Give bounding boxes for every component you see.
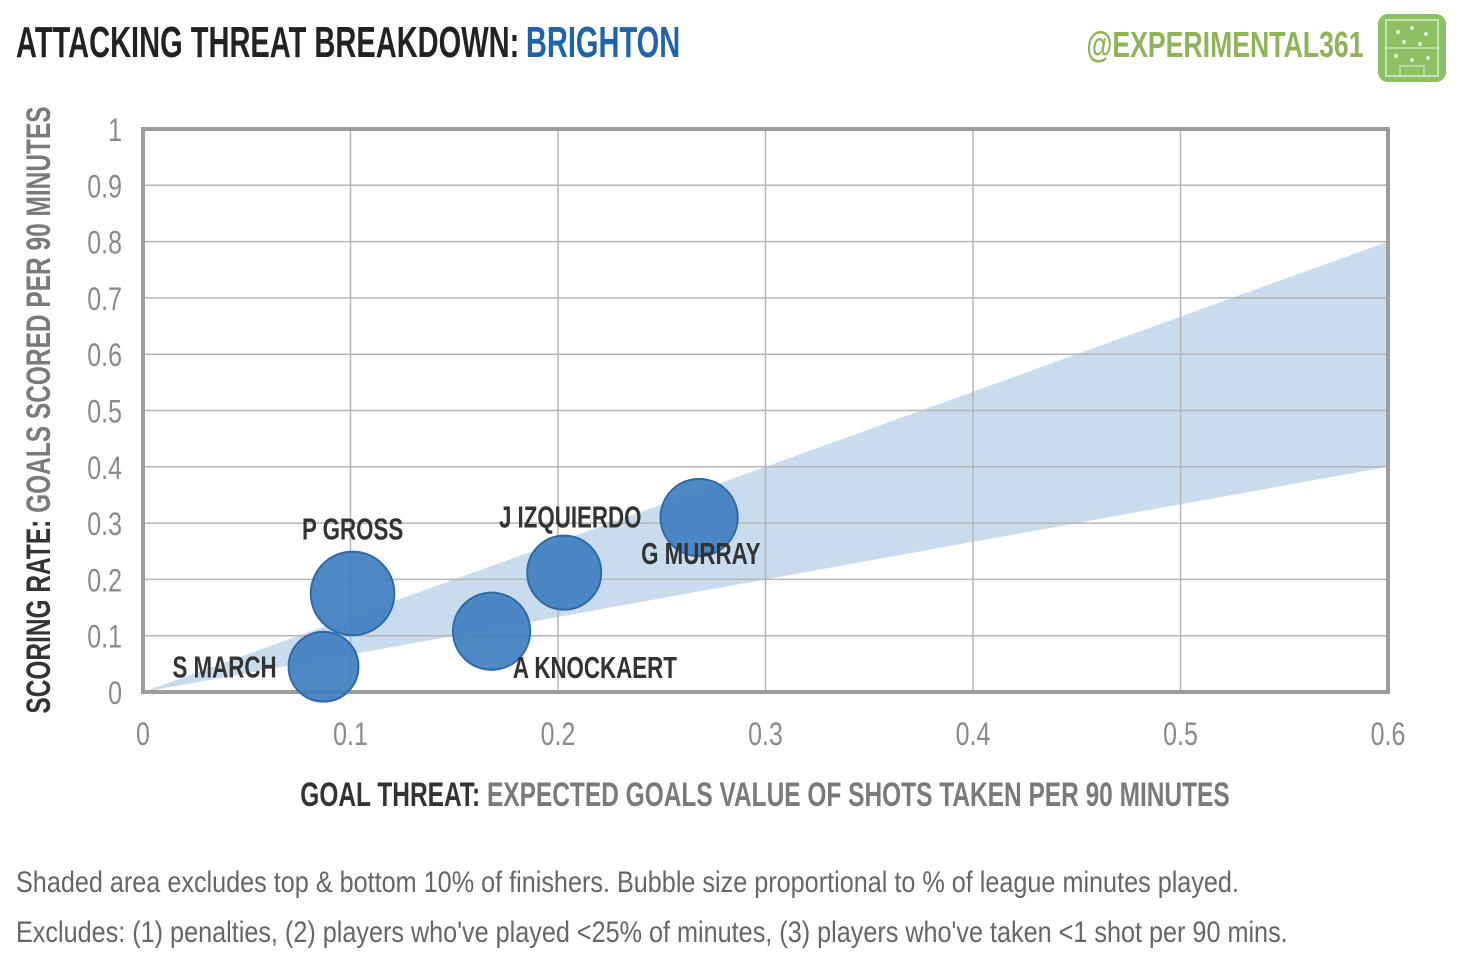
y-tick-label: 0.6 (87, 338, 122, 374)
x-tick-group: 0.2 (541, 717, 576, 753)
y-axis-label-group: SCORING RATE: GOALS SCORED PER 90 MINUTE… (20, 106, 58, 713)
bubble (659, 477, 739, 558)
bubble (451, 591, 532, 671)
y-tick-label: 0.9 (87, 169, 122, 205)
y-tick-label: 0.7 (87, 282, 122, 318)
y-tick-group: 0.1 (87, 620, 122, 656)
y-tick-label: 0.8 (87, 226, 122, 262)
y-tick-group: 0.5 (87, 395, 122, 431)
y-tick-group: 0.7 (87, 282, 122, 318)
y-tick-label: 0.3 (87, 507, 122, 543)
x-axis-label: GOAL THREAT: EXPECTED GOALS VALUE OF SHO… (300, 776, 1229, 814)
y-tick-group: 0.9 (87, 169, 122, 205)
bubble-label: P GROSS (302, 512, 403, 546)
x-tick-group: 0 (136, 717, 150, 753)
y-tick-group: 0.2 (87, 564, 122, 600)
x-axis-label-text: EXPECTED GOALS VALUE OF SHOTS TAKEN PER … (487, 776, 1230, 814)
y-tick-label: 0.5 (87, 395, 122, 431)
y-axis-label-text: GOALS SCORED PER 90 MINUTES (20, 106, 58, 513)
y-tick-group: 0.3 (87, 507, 122, 543)
title-text: ATTACKING THREAT BREAKDOWN: (16, 18, 520, 67)
bubble-label-group: G MURRAY (641, 537, 760, 571)
y-tick-label: 0 (108, 676, 122, 712)
bubble (287, 630, 360, 703)
y-tick-group: 0.6 (87, 338, 122, 374)
x-tick-label: 0.1 (333, 717, 368, 753)
y-tick-group: 0 (108, 676, 122, 712)
x-axis-label-group: GOAL THREAT: EXPECTED GOALS VALUE OF SHO… (300, 776, 1229, 814)
bubble-label-group: A KNOCKAERT (513, 650, 677, 684)
bubble (526, 534, 603, 611)
bubble-label-group: J IZQUIERDO (499, 500, 642, 534)
y-tick-label: 1 (108, 113, 122, 149)
y-tick-group: 1 (108, 113, 122, 149)
chart-title: ATTACKING THREAT BREAKDOWN: BRIGHTON (16, 18, 680, 68)
football-pitch-icon (1378, 14, 1446, 82)
y-tick-group: 0.8 (87, 226, 122, 262)
plot-frame (141, 127, 1390, 694)
x-tick-group: 0.5 (1163, 717, 1198, 753)
x-tick-label: 0.5 (1163, 717, 1198, 753)
y-tick-label: 0.1 (87, 620, 122, 656)
x-tick-label: 0.2 (541, 717, 576, 753)
bubble-label: S MARCH (172, 650, 276, 684)
footnote-1: Shaded area excludes top & bottom 10% of… (16, 866, 1239, 899)
x-axis-label-prefix: GOAL THREAT: (300, 776, 487, 814)
bubble-label-group: P GROSS (302, 512, 403, 546)
x-tick-group: 0.4 (956, 717, 991, 753)
x-tick-label: 0.6 (1371, 717, 1406, 753)
x-tick-group: 0.3 (748, 717, 783, 753)
x-tick-group: 0.6 (1371, 717, 1406, 753)
y-tick-group: 0.4 (87, 451, 122, 487)
twitter-handle[interactable]: @EXPERIMENTAL361 (1086, 24, 1364, 65)
y-tick-label: 0.4 (87, 451, 122, 487)
bubble-label: G MURRAY (641, 537, 760, 571)
y-axis-label: SCORING RATE: GOALS SCORED PER 90 MINUTE… (20, 106, 58, 713)
y-axis-label-prefix: SCORING RATE: (20, 513, 58, 714)
y-tick-label: 0.2 (87, 564, 122, 600)
x-tick-group: 0.1 (333, 717, 368, 753)
bubble-label: J IZQUIERDO (499, 500, 642, 534)
footnote-2: Excludes: (1) penalties, (2) players who… (16, 916, 1288, 949)
bubble-label-group: S MARCH (172, 650, 276, 684)
x-tick-label: 0 (136, 717, 150, 753)
x-tick-label: 0.3 (748, 717, 783, 753)
bubble-label: A KNOCKAERT (513, 650, 677, 684)
x-tick-label: 0.4 (956, 717, 991, 753)
team-name: BRIGHTON (525, 18, 681, 67)
bubble (309, 550, 396, 637)
